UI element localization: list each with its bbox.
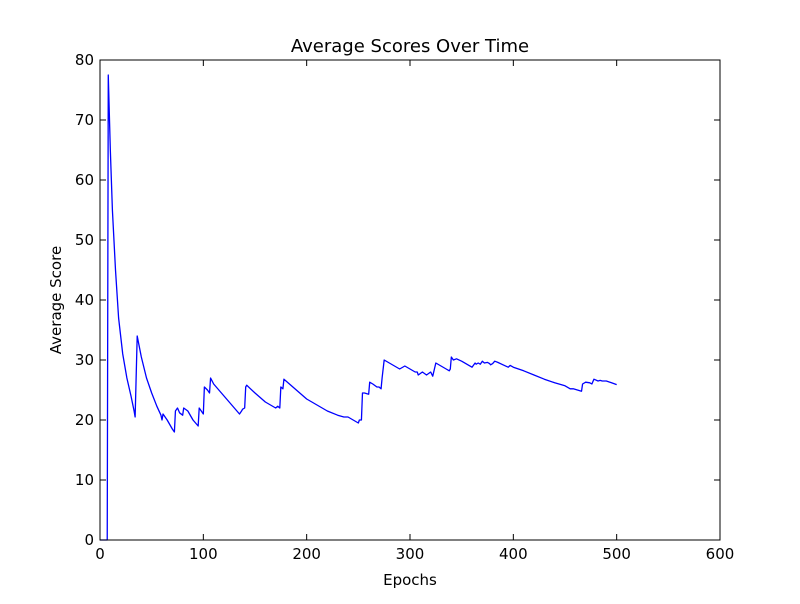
x-tick-label: 600 (706, 545, 735, 563)
y-tick-label: 80 (75, 51, 94, 69)
y-axis-label: Average Score (47, 246, 65, 354)
y-tick-label: 40 (75, 291, 94, 309)
x-tick-label: 0 (95, 545, 105, 563)
x-tick-label: 100 (189, 545, 218, 563)
chart-title: Average Scores Over Time (291, 36, 529, 57)
y-tick-label: 0 (84, 531, 94, 549)
y-tick-label: 30 (75, 351, 94, 369)
axis-ticks: 0 100 200 300 400 500 600 0 10 20 30 40 50 60 70 80 (75, 51, 734, 563)
y-tick-label: 60 (75, 171, 94, 189)
series-line-0 (100, 74, 617, 541)
x-tick-label: 300 (396, 545, 425, 563)
y-tick-label: 20 (75, 411, 94, 429)
x-tick-label: 200 (292, 545, 321, 563)
x-tick-label: 400 (499, 545, 528, 563)
x-tick-label: 500 (602, 545, 631, 563)
y-tick-label: 50 (75, 231, 94, 249)
y-tick-label: 10 (75, 471, 94, 489)
x-axis-label: Epochs (383, 571, 437, 589)
y-tick-label: 70 (75, 111, 94, 129)
